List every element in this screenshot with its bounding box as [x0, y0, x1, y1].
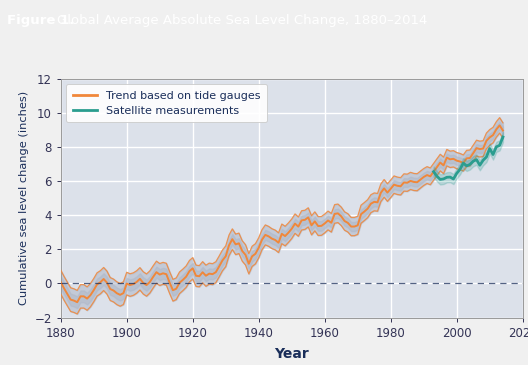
Text: Figure 1.: Figure 1.	[7, 15, 74, 27]
Y-axis label: Cumulative sea level change (inches): Cumulative sea level change (inches)	[19, 91, 29, 305]
Legend: Trend based on tide gauges, Satellite measurements: Trend based on tide gauges, Satellite me…	[67, 84, 268, 122]
X-axis label: Year: Year	[275, 346, 309, 361]
Text: Global Average Absolute Sea Level Change, 1880–2014: Global Average Absolute Sea Level Change…	[57, 15, 427, 27]
